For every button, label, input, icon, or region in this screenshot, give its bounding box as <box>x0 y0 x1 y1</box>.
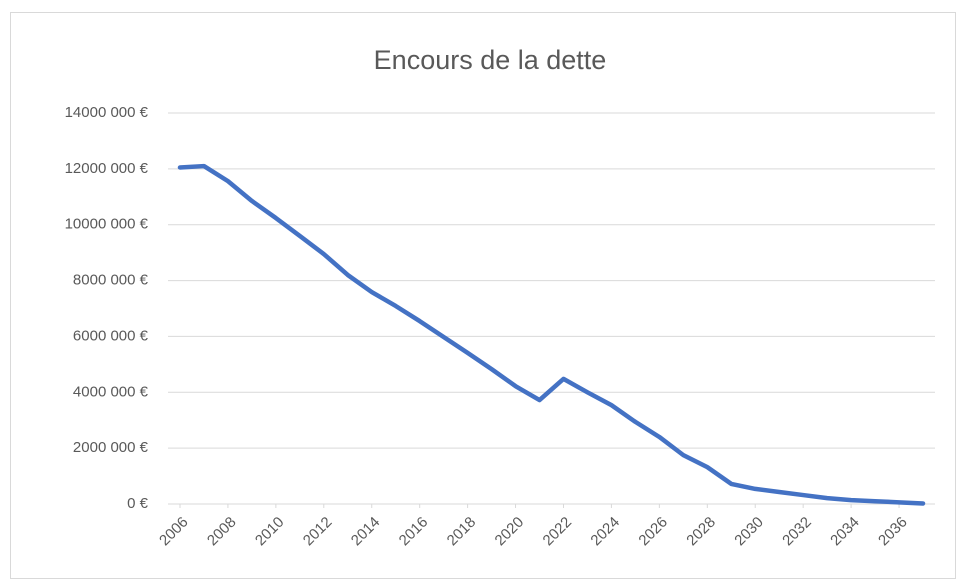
y-tick-label: 14000 000 € <box>65 104 149 121</box>
y-tick-label: 10000 000 € <box>65 216 149 233</box>
y-tick-label: 2000 000 € <box>73 439 149 456</box>
y-tick-label: 12000 000 € <box>65 160 149 177</box>
chart-frame <box>10 12 956 579</box>
y-tick-label: 8000 000 € <box>73 272 149 289</box>
y-tick-label: 6000 000 € <box>73 327 149 344</box>
y-tick-label: 0 € <box>127 495 149 512</box>
chart-title: Encours de la dette <box>374 45 607 75</box>
data-line <box>177 163 926 506</box>
y-tick-label: 4000 000 € <box>73 383 149 400</box>
